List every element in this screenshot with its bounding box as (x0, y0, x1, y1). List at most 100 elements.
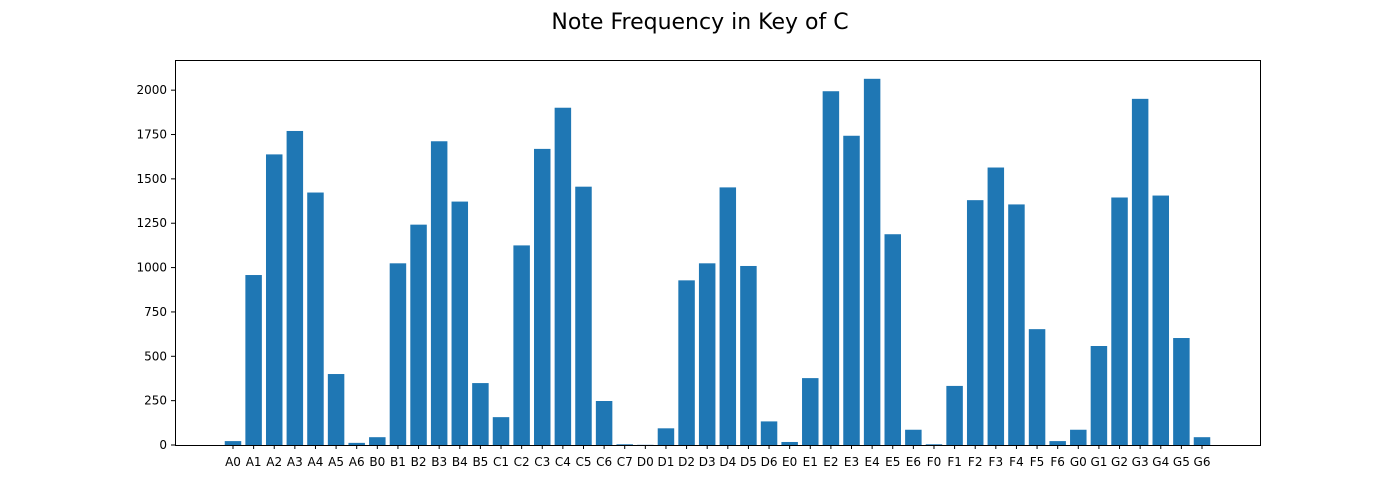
x-axis: A0 A1 A2 A3 A4 A5 A6 B0 B1 B2 B3 B4 B5 C1 C2 C3 C4 C5 C6 C7… (225, 445, 1210, 469)
bar-F5 (1028, 329, 1046, 445)
x-tick-label-G4: G4 (1152, 455, 1169, 469)
x-tick-label-D3: D3 (699, 455, 716, 469)
y-tick-label-0: 0 (159, 438, 167, 452)
x-tick-label-A1: A1 (246, 455, 262, 469)
x-tick-label-D4: D4 (719, 455, 736, 469)
bar-G3 (1131, 98, 1149, 445)
bar-E1 (802, 378, 819, 445)
y-tick-label-250: 250 (144, 394, 167, 408)
x-tick-label-G3: G3 (1132, 455, 1149, 469)
bars-group (224, 78, 1211, 445)
bar-G4 (1152, 195, 1170, 445)
bar-D4 (719, 187, 737, 445)
y-tick-label-2000: 2000 (136, 83, 167, 97)
bar-G6 (1193, 437, 1211, 445)
bar-D5 (740, 265, 757, 445)
x-tick-label-F3: F3 (989, 455, 1004, 469)
bar-A1 (245, 275, 262, 445)
x-tick-label-E5: E5 (885, 455, 900, 469)
bar-B3 (430, 141, 448, 445)
y-tick-label-750: 750 (144, 305, 167, 319)
bar-F4 (1008, 204, 1025, 445)
bar-A4 (307, 192, 324, 445)
x-tick-label-F1: F1 (947, 455, 962, 469)
bar-C3 (534, 148, 551, 445)
bar-C6 (595, 401, 613, 445)
bar-F0 (925, 444, 943, 445)
bar-E5 (884, 234, 901, 445)
x-tick-label-A2: A2 (266, 455, 282, 469)
x-tick-label-C7: C7 (617, 455, 633, 469)
x-tick-label-E6: E6 (906, 455, 921, 469)
bar-D3 (698, 263, 716, 445)
plot-frame (175, 60, 1261, 446)
bar-D6 (760, 421, 778, 445)
bar-A2 (265, 154, 283, 445)
bar-E4 (863, 78, 881, 445)
bar-E2 (822, 91, 840, 445)
bar-C5 (575, 186, 592, 445)
bar-F1 (946, 385, 963, 445)
bar-B5 (472, 383, 489, 445)
x-tick-label-C6: C6 (596, 455, 612, 469)
x-tick-label-F2: F2 (968, 455, 983, 469)
bar-E3 (843, 135, 860, 445)
bar-D1 (657, 428, 675, 445)
x-tick-label-B1: B1 (390, 455, 406, 469)
x-tick-label-B5: B5 (472, 455, 488, 469)
y-tick-label-1250: 1250 (136, 216, 167, 230)
x-tick-label-F6: F6 (1050, 455, 1065, 469)
bar-A0 (224, 441, 242, 445)
x-tick-label-E1: E1 (803, 455, 818, 469)
bar-G0 (1070, 429, 1087, 445)
bar-E6 (905, 429, 922, 445)
x-tick-label-C4: C4 (555, 455, 571, 469)
bar-E0 (781, 441, 798, 445)
x-tick-label-C1: C1 (493, 455, 509, 469)
x-tick-label-G5: G5 (1173, 455, 1190, 469)
x-tick-label-B3: B3 (431, 455, 447, 469)
x-tick-label-G6: G6 (1194, 455, 1211, 469)
bar-B2 (410, 224, 427, 445)
bar-B0 (369, 437, 386, 445)
bar-C2 (513, 245, 530, 445)
x-tick-label-D1: D1 (658, 455, 675, 469)
bar-F2 (966, 200, 984, 445)
bar-C4 (554, 107, 572, 445)
y-tick-label-1000: 1000 (136, 261, 167, 275)
x-tick-label-E2: E2 (823, 455, 838, 469)
x-tick-label-A4: A4 (308, 455, 324, 469)
bar-C1 (492, 417, 510, 445)
x-tick-label-G1: G1 (1090, 455, 1107, 469)
bar-A3 (286, 130, 304, 445)
bar-F6 (1049, 441, 1066, 445)
x-tick-label-B4: B4 (452, 455, 468, 469)
bar-G1 (1090, 346, 1108, 445)
bar-G2 (1111, 197, 1128, 445)
y-tick-label-1750: 1750 (136, 128, 167, 142)
x-tick-label-D6: D6 (761, 455, 778, 469)
x-tick-label-A0: A0 (225, 455, 241, 469)
chart-title: Note Frequency in Key of C (551, 10, 848, 35)
x-tick-label-A3: A3 (287, 455, 303, 469)
x-tick-label-C5: C5 (575, 455, 591, 469)
bar-B4 (451, 201, 469, 445)
bar-B1 (389, 263, 407, 445)
x-tick-label-D5: D5 (740, 455, 757, 469)
x-tick-label-E3: E3 (844, 455, 859, 469)
y-tick-label-500: 500 (144, 349, 167, 363)
bar-C7 (616, 444, 633, 445)
x-tick-label-B2: B2 (411, 455, 427, 469)
x-tick-label-A6: A6 (349, 455, 365, 469)
x-tick-label-G2: G2 (1111, 455, 1128, 469)
x-tick-label-C2: C2 (514, 455, 530, 469)
y-tick-label-1500: 1500 (136, 172, 167, 186)
x-tick-label-B0: B0 (369, 455, 385, 469)
y-axis: 0 250 500 750 1000 1250 1500 1750 2000 (136, 83, 175, 452)
bar-F3 (987, 167, 1005, 445)
x-tick-label-D2: D2 (678, 455, 695, 469)
x-tick-label-A5: A5 (328, 455, 344, 469)
x-tick-label-F5: F5 (1030, 455, 1045, 469)
x-tick-label-D0: D0 (637, 455, 654, 469)
